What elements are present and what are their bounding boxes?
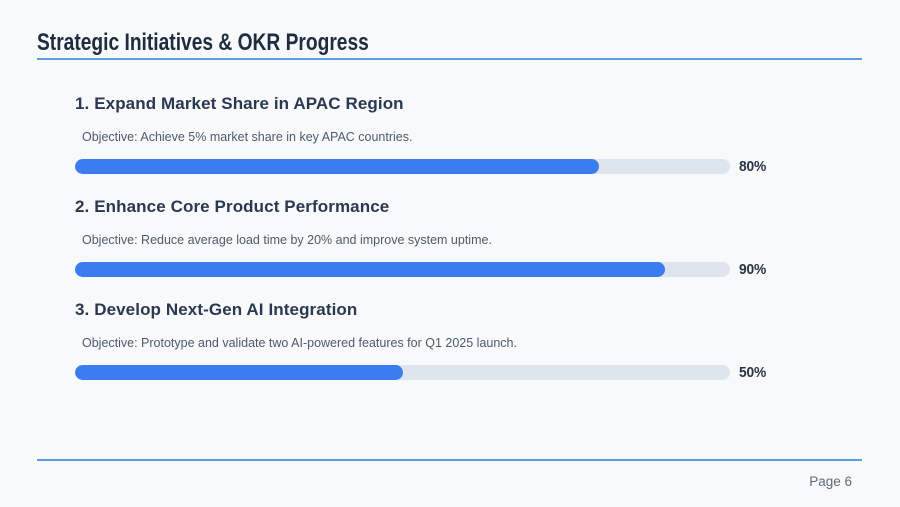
title-underline xyxy=(37,58,862,60)
initiative-objective: Objective: Prototype and validate two AI… xyxy=(82,336,517,350)
page-title: Strategic Initiatives & OKR Progress xyxy=(37,29,369,56)
page-number: Page 6 xyxy=(809,474,852,489)
footer-rule xyxy=(37,459,862,461)
initiative-section-3: 3. Develop Next-Gen AI Integration Objec… xyxy=(0,300,900,403)
initiative-heading: 2. Enhance Core Product Performance xyxy=(75,197,390,216)
progress-percent-label: 80% xyxy=(739,158,767,175)
progress-bar-track xyxy=(75,262,730,277)
progress-bar-fill xyxy=(75,365,403,380)
initiative-objective: Objective: Reduce average load time by 2… xyxy=(82,233,492,247)
initiative-heading: 1. Expand Market Share in APAC Region xyxy=(75,94,404,113)
progress-percent-label: 50% xyxy=(739,364,767,381)
initiative-objective: Objective: Achieve 5% market share in ke… xyxy=(82,130,413,144)
progress-bar-track xyxy=(75,365,730,380)
initiative-section-2: 2. Enhance Core Product Performance Obje… xyxy=(0,197,900,300)
initiative-section-1: 1. Expand Market Share in APAC Region Ob… xyxy=(0,94,900,197)
progress-bar-fill xyxy=(75,262,665,277)
progress-bar-track xyxy=(75,159,730,174)
initiative-heading: 3. Develop Next-Gen AI Integration xyxy=(75,300,358,319)
progress-percent-label: 90% xyxy=(739,261,767,278)
progress-bar-fill xyxy=(75,159,599,174)
